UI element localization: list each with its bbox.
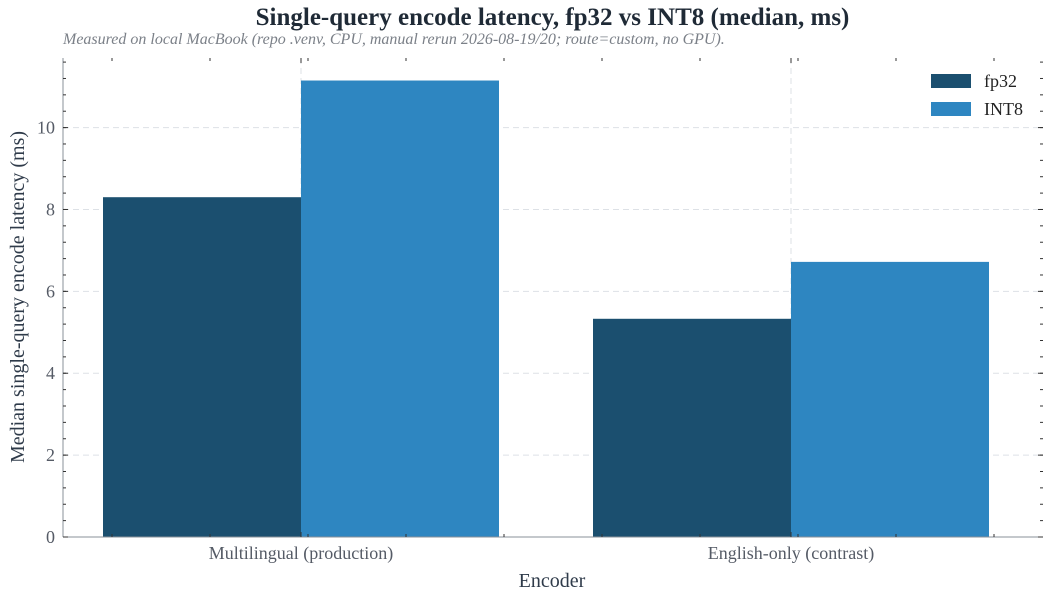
legend-label-int8: INT8 (984, 99, 1023, 119)
legend-swatch-fp32 (931, 74, 971, 88)
chart-subtitle: Measured on local MacBook (repo .venv, C… (63, 31, 725, 48)
y-tick-label: 6 (46, 281, 55, 301)
x-tick-label: English-only (contrast) (708, 543, 874, 564)
bar-int8-0 (301, 80, 499, 538)
legend: fp32 INT8 (931, 71, 1023, 119)
bar-layer (103, 80, 989, 538)
bar-fp32-1 (593, 318, 791, 537)
y-tick-label: 10 (37, 118, 55, 138)
y-tick-label: 0 (46, 527, 55, 547)
bar-fp32-0 (103, 197, 301, 537)
x-tick-label: Multilingual (production) (209, 543, 393, 564)
legend-swatch-int8 (931, 102, 971, 116)
y-tick-label: 2 (46, 445, 55, 465)
chart-title: Single-query encode latency, fp32 vs INT… (255, 4, 850, 31)
y-axis-label: Median single-query encode latency (ms) (7, 131, 29, 463)
label-layer: Encoder Median single-query encode laten… (7, 131, 586, 592)
axis-layer: 0 2 4 6 8 10 Multilingual (production) English-… (37, 58, 1043, 564)
y-tick-label: 4 (46, 363, 55, 383)
x-axis-label: Encoder (519, 570, 586, 592)
y-tick-label: 8 (46, 199, 55, 219)
legend-label-fp32: fp32 (984, 71, 1017, 91)
bar-int8-1 (791, 261, 989, 537)
